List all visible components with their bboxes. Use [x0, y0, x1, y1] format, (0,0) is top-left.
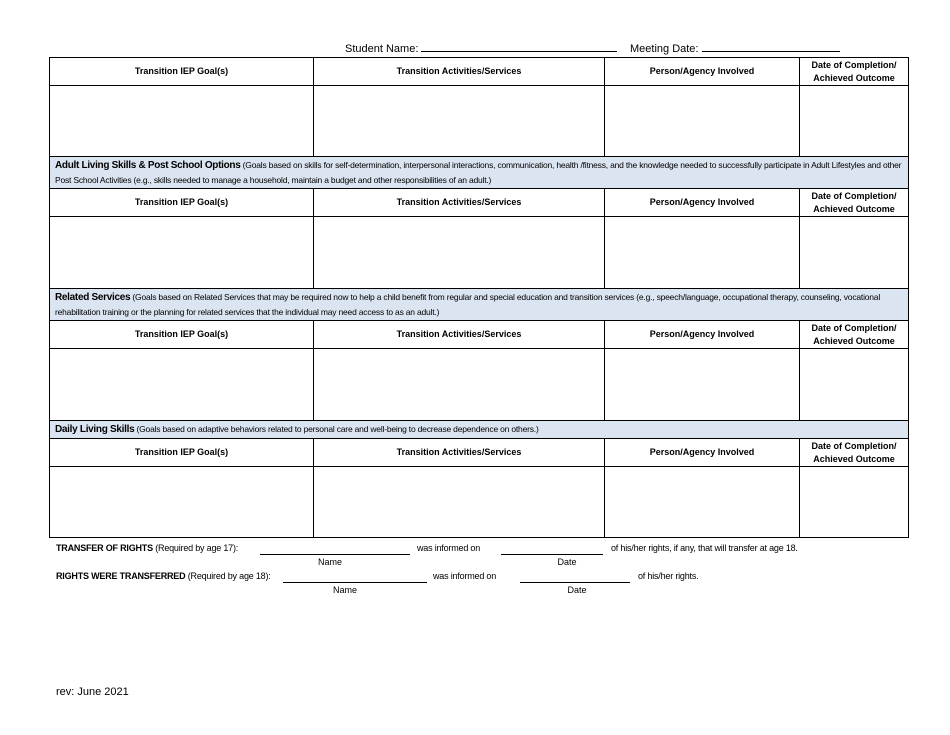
transferred-date-caption: Date [567, 585, 587, 595]
column-header: Date of Completion/ Achieved Outcome [799, 57, 909, 86]
activities-cell[interactable] [313, 466, 605, 538]
entry-row [49, 216, 909, 289]
meeting-date-label: Meeting Date: [630, 43, 699, 55]
entry-row [49, 466, 909, 538]
column-header-row: Transition IEP Goal(s) Transition Activit… [49, 188, 909, 217]
column-header: Transition Activities/Services [313, 438, 605, 467]
column-header: Transition IEP Goal(s) [49, 320, 314, 349]
revision-note: rev: June 2021 [56, 686, 129, 698]
entry-row [49, 85, 909, 157]
rights-transferred-label: RIGHTS WERE TRANSFERRED (Required by age… [56, 571, 271, 581]
section-description: (Goals based on adaptive behaviors relat… [136, 424, 539, 434]
transition-goals-table: Transition IEP Goal(s) Transition Activit… [49, 57, 909, 538]
column-header: Transition IEP Goal(s) [49, 57, 314, 86]
transferred-name-caption: Name [332, 585, 357, 595]
goal-cell[interactable] [49, 85, 314, 157]
transferred-name-line[interactable] [283, 582, 427, 583]
completion-date-cell[interactable] [799, 85, 909, 157]
person-agency-cell[interactable] [604, 85, 800, 157]
activities-cell[interactable] [313, 85, 605, 157]
transfer-name-line[interactable] [260, 554, 410, 555]
person-agency-cell[interactable] [604, 216, 800, 289]
section-header-row: Adult Living Skills & Post School Option… [49, 156, 909, 189]
person-agency-cell[interactable] [604, 466, 800, 538]
activities-cell[interactable] [313, 348, 605, 421]
transfer-date-line[interactable] [501, 554, 603, 555]
section-description: (Goals based on Related Services that ma… [55, 292, 881, 317]
transferred-informed-on: was informed on [433, 571, 497, 581]
column-header: Transition Activities/Services [313, 188, 605, 217]
transfer-name-caption: Name [317, 557, 342, 567]
column-header: Person/Agency Involved [604, 438, 800, 467]
student-name-label: Student Name: [345, 43, 419, 55]
section-header-row: Daily Living Skills (Goals based on adap… [49, 420, 909, 439]
column-header-row: Transition IEP Goal(s) Transition Activit… [49, 438, 909, 467]
column-header-row: Transition IEP Goal(s) Transition Activit… [49, 320, 909, 349]
person-agency-cell[interactable] [604, 348, 800, 421]
completion-date-cell[interactable] [799, 466, 909, 538]
completion-date-cell[interactable] [799, 216, 909, 289]
goal-cell[interactable] [49, 466, 314, 538]
section-title: Daily Living Skills [55, 424, 135, 435]
transferred-title: RIGHTS WERE TRANSFERRED [56, 571, 186, 581]
section-header: Daily Living Skills (Goals based on adap… [49, 420, 909, 439]
transfer-tail: of his/her rights, if any, that will tra… [611, 543, 798, 553]
transfer-requirement: (Required by age 17): [155, 543, 239, 553]
student-name-field[interactable]: Student Name: [345, 41, 618, 55]
transfer-title: TRANSFER OF RIGHTS [56, 543, 153, 553]
section-title: Adult Living Skills & Post School Option… [55, 160, 241, 171]
entry-row [49, 348, 909, 421]
column-header: Date of Completion/ Achieved Outcome [799, 188, 909, 217]
meeting-date-field[interactable]: Meeting Date: [630, 41, 840, 55]
column-header: Transition Activities/Services [313, 57, 605, 86]
transferred-requirement: (Required by age 18): [187, 571, 271, 581]
column-header: Transition Activities/Services [313, 320, 605, 349]
completion-date-cell[interactable] [799, 348, 909, 421]
column-header: Transition IEP Goal(s) [49, 438, 314, 467]
column-header: Person/Agency Involved [604, 57, 800, 86]
student-name-line[interactable] [421, 41, 618, 52]
section-title: Related Services [55, 292, 131, 303]
section-header: Related Services (Goals based on Related… [49, 288, 909, 321]
section-description: (Goals based on skills for self-determin… [55, 160, 902, 185]
section-header: Adult Living Skills & Post School Option… [49, 156, 909, 189]
activities-cell[interactable] [313, 216, 605, 289]
column-header: Date of Completion/ Achieved Outcome [799, 438, 909, 467]
transfer-informed-on: was informed on [417, 543, 481, 553]
column-header: Date of Completion/ Achieved Outcome [799, 320, 909, 349]
transferred-tail: of his/her rights. [638, 571, 699, 581]
transferred-date-line[interactable] [520, 582, 630, 583]
section-header-row: Related Services (Goals based on Related… [49, 288, 909, 321]
transfer-of-rights-label: TRANSFER OF RIGHTS (Required by age 17): [56, 543, 238, 553]
meeting-date-line[interactable] [701, 41, 840, 52]
transfer-date-caption: Date [557, 557, 577, 567]
goal-cell[interactable] [49, 348, 314, 421]
column-header: Transition IEP Goal(s) [49, 188, 314, 217]
column-header: Person/Agency Involved [604, 320, 800, 349]
column-header: Person/Agency Involved [604, 188, 800, 217]
column-header-row: Transition IEP Goal(s) Transition Activit… [49, 57, 909, 86]
goal-cell[interactable] [49, 216, 314, 289]
